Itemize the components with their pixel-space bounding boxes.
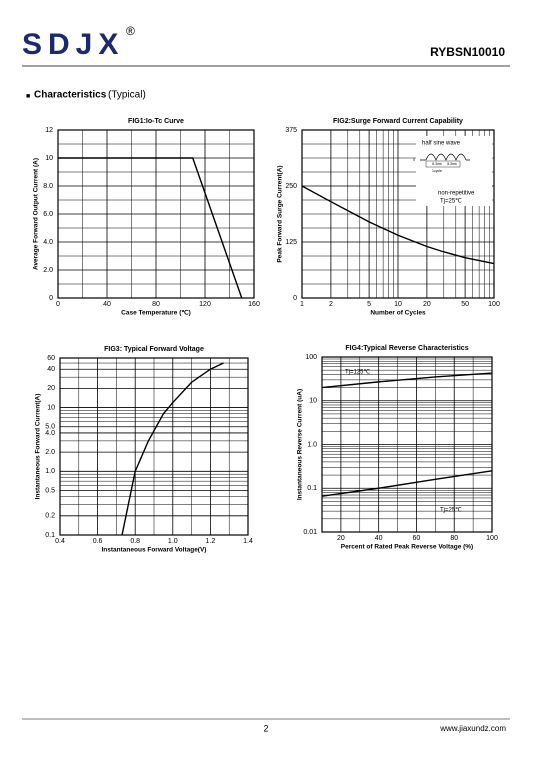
y-tick-label: 0.5 [45, 487, 55, 494]
x-tick-label: 50 [461, 301, 469, 308]
y-tick-label: 0.1 [307, 485, 317, 492]
y-tick-label: 60 [47, 355, 55, 362]
y-tick-label: 125 [285, 239, 297, 246]
y-tick-label: 0.2 [45, 513, 55, 520]
x-tick-label: 80 [152, 301, 160, 308]
y-tick-label: 0.1 [45, 532, 55, 539]
y-axis-label: Instantaneous Forward Current(A) [35, 394, 42, 500]
y-tick-label: 0 [293, 295, 297, 302]
x-tick-label: 80 [450, 535, 458, 542]
x-axis-label: Number of Cycles [370, 310, 426, 317]
y-tick-label: 8.0 [43, 183, 53, 190]
x-tick-label: 20 [423, 301, 431, 308]
x-axis-label: Case Temperature (℃) [121, 309, 191, 317]
y-tick-label: 5.0 [45, 424, 55, 431]
x-tick-label: 0 [56, 301, 60, 308]
chart-title: FIG4:Typical Reverse Characteristics [345, 345, 468, 352]
plot-frame [321, 356, 493, 533]
data-line [321, 372, 493, 389]
x-tick-label: 1.2 [206, 538, 216, 545]
y-tick-label: 2.0 [45, 449, 55, 456]
plot-frame [301, 129, 495, 299]
y-tick-label: 375 [285, 127, 297, 134]
x-tick-label: 100 [488, 301, 500, 308]
logo: SDJX [22, 28, 124, 61]
chart-title: FIG1:Io-Tc Curve [128, 118, 184, 125]
y-tick-label: 12 [45, 127, 53, 134]
x-tick-label: 0.6 [93, 538, 103, 545]
y-tick-label: 2.0 [43, 267, 53, 274]
annotation: 8.3ms [447, 162, 457, 166]
y-tick-label: 1.0 [45, 468, 55, 475]
x-tick-label: 40 [103, 301, 111, 308]
annotation: 0 [413, 158, 415, 162]
y-axis-label: Average Forward Output Current (A) [33, 158, 40, 270]
data-line [58, 157, 243, 299]
x-tick-label: 0.4 [55, 538, 65, 545]
chart-title: FIG2:Surge Forward Current Capability [333, 118, 463, 125]
x-tick-label: 5 [367, 301, 371, 308]
annotation: Tj=25℃ [440, 508, 462, 514]
section-subtitle: (Typical) [108, 90, 146, 101]
inset-frame [425, 160, 461, 168]
annotation: 8.3ms [432, 162, 442, 166]
y-tick-label: 0 [49, 295, 53, 302]
plot-frame [59, 357, 249, 536]
x-tick-label: 1 [300, 301, 304, 308]
y-tick-label: 40 [47, 366, 55, 373]
section-title: Characteristics [34, 90, 107, 101]
inset-box [416, 136, 492, 206]
y-tick-label: 100 [305, 354, 317, 361]
x-tick-label: 120 [199, 301, 211, 308]
x-tick-label: 100 [486, 535, 498, 542]
annotation: 1cycle [432, 169, 442, 173]
annotation: half sine wave [422, 141, 461, 147]
x-tick-label: 2 [329, 301, 333, 308]
x-tick-label: 1.0 [168, 538, 178, 545]
y-tick-label: 10 [45, 155, 53, 162]
annotation: Tj=125℃ [345, 370, 371, 376]
data-line [121, 362, 224, 536]
page-number: 2 [263, 723, 268, 733]
y-tick-label: 10 [309, 398, 317, 405]
y-axis-label: Peak Forward Surge Current(A) [277, 165, 284, 262]
registered-mark: ® [126, 24, 135, 38]
website: www.jiaxundz.com [439, 724, 506, 733]
inset-waveform [420, 153, 470, 161]
y-tick-label: 6.0 [43, 211, 53, 218]
plot-frame [57, 129, 255, 299]
y-tick-label: 0.01 [303, 529, 317, 536]
part-number: RYBSN10010 [430, 45, 505, 59]
y-tick-label: 10 [47, 404, 55, 411]
data-line [321, 470, 493, 497]
x-axis-label: Instantaneous Forward Voltage(V) [102, 547, 207, 554]
annotation: non-repetitive [438, 191, 475, 197]
chart-title: FIG3: Typical Forward Voltage [104, 346, 204, 353]
x-tick-label: 1.4 [243, 538, 253, 545]
data-line [301, 185, 495, 265]
x-axis-label: Percent of Rated Peak Reverse Voltage (%… [341, 544, 473, 551]
x-tick-label: 160 [248, 301, 260, 308]
annotation: Tj=25℃ [440, 199, 462, 205]
y-tick-label: 1.0 [307, 441, 317, 448]
x-tick-label: 60 [413, 535, 421, 542]
y-tick-label: 20 [47, 385, 55, 392]
y-tick-label: 4.0 [43, 239, 53, 246]
x-tick-label: 40 [375, 535, 383, 542]
x-tick-label: 20 [337, 535, 345, 542]
y-tick-label: 250 [285, 183, 297, 190]
y-axis-label: Instantaneous Reverse Current (uA) [297, 389, 304, 500]
section-bullet: ■ [26, 93, 30, 100]
x-tick-label: 0.8 [130, 538, 140, 545]
x-tick-label: 10 [394, 301, 402, 308]
y-tick-label: 4.0 [45, 430, 55, 437]
